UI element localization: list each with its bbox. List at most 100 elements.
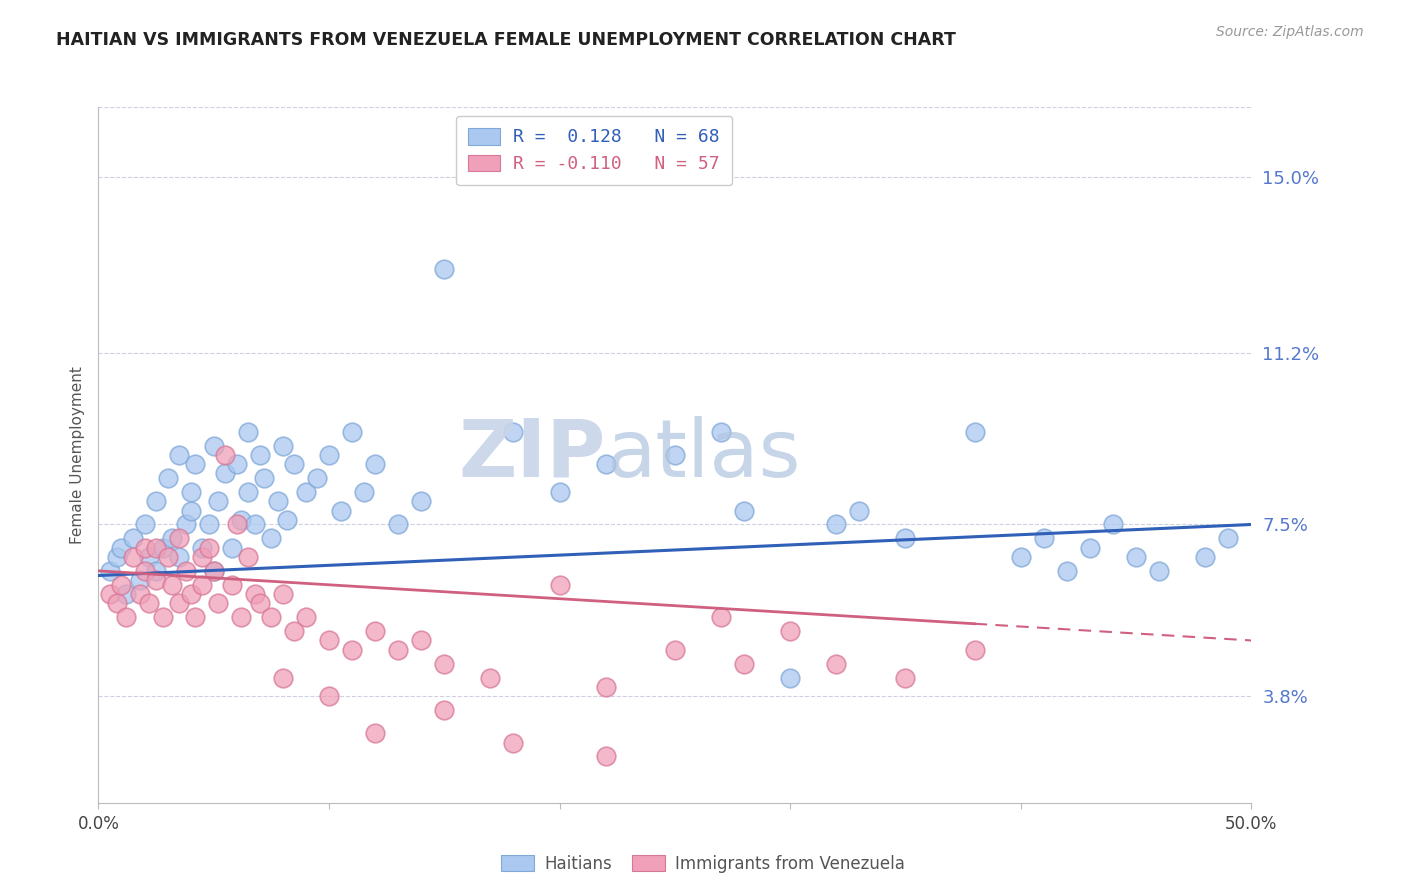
Point bbox=[238, 549, 260, 564]
Point bbox=[1010, 549, 1032, 564]
Point bbox=[167, 532, 190, 546]
Point bbox=[548, 578, 571, 592]
Text: HAITIAN VS IMMIGRANTS FROM VENEZUELA FEMALE UNEMPLOYMENT CORRELATION CHART: HAITIAN VS IMMIGRANTS FROM VENEZUELA FEM… bbox=[56, 31, 956, 49]
Point bbox=[129, 587, 152, 601]
Point bbox=[202, 564, 225, 578]
Point bbox=[207, 494, 229, 508]
Point bbox=[502, 425, 524, 439]
Point bbox=[225, 457, 247, 471]
Point bbox=[329, 503, 352, 517]
Point bbox=[221, 578, 243, 592]
Point bbox=[825, 657, 848, 671]
Point bbox=[202, 439, 225, 453]
Point bbox=[134, 541, 156, 555]
Point bbox=[271, 439, 294, 453]
Point bbox=[180, 485, 202, 500]
Point bbox=[231, 513, 253, 527]
Text: ZIP: ZIP bbox=[458, 416, 606, 494]
Point bbox=[253, 471, 276, 485]
Point bbox=[198, 517, 221, 532]
Point bbox=[156, 549, 179, 564]
Point bbox=[98, 587, 121, 601]
Point bbox=[963, 642, 986, 657]
Legend: R =  0.128   N = 68, R = -0.110   N = 57: R = 0.128 N = 68, R = -0.110 N = 57 bbox=[456, 116, 733, 186]
Point bbox=[283, 624, 305, 639]
Point bbox=[238, 485, 260, 500]
Point bbox=[225, 517, 247, 532]
Point bbox=[105, 549, 128, 564]
Point bbox=[364, 726, 387, 740]
Point bbox=[180, 503, 202, 517]
Point bbox=[340, 425, 363, 439]
Point bbox=[105, 596, 128, 610]
Point bbox=[479, 671, 502, 685]
Point bbox=[1147, 564, 1170, 578]
Point bbox=[202, 564, 225, 578]
Point bbox=[221, 541, 243, 555]
Point bbox=[129, 573, 152, 587]
Point bbox=[733, 503, 755, 517]
Point bbox=[238, 425, 260, 439]
Point bbox=[122, 549, 145, 564]
Point bbox=[411, 494, 433, 508]
Point bbox=[318, 633, 340, 648]
Point bbox=[260, 532, 283, 546]
Point bbox=[307, 471, 329, 485]
Point bbox=[184, 457, 207, 471]
Point bbox=[295, 610, 318, 624]
Point bbox=[260, 610, 283, 624]
Point bbox=[110, 541, 132, 555]
Point bbox=[174, 564, 197, 578]
Text: atlas: atlas bbox=[606, 416, 800, 494]
Point bbox=[595, 749, 617, 764]
Point bbox=[214, 448, 236, 462]
Point bbox=[145, 573, 167, 587]
Point bbox=[733, 657, 755, 671]
Legend: Haitians, Immigrants from Venezuela: Haitians, Immigrants from Venezuela bbox=[494, 848, 912, 880]
Point bbox=[502, 735, 524, 749]
Point bbox=[145, 541, 167, 555]
Point bbox=[548, 485, 571, 500]
Point bbox=[134, 517, 156, 532]
Point bbox=[267, 494, 290, 508]
Point bbox=[115, 587, 138, 601]
Point bbox=[779, 671, 801, 685]
Point bbox=[198, 541, 221, 555]
Point bbox=[1032, 532, 1054, 546]
Point bbox=[271, 587, 294, 601]
Point bbox=[184, 610, 207, 624]
Point bbox=[848, 503, 870, 517]
Point bbox=[207, 596, 229, 610]
Point bbox=[214, 467, 236, 481]
Point bbox=[433, 262, 456, 277]
Point bbox=[318, 689, 340, 703]
Point bbox=[152, 541, 174, 555]
Point bbox=[276, 513, 298, 527]
Point bbox=[138, 549, 160, 564]
Point bbox=[249, 448, 271, 462]
Point bbox=[145, 494, 167, 508]
Point bbox=[245, 517, 267, 532]
Point bbox=[167, 596, 190, 610]
Point bbox=[595, 457, 617, 471]
Point bbox=[110, 578, 132, 592]
Point bbox=[1056, 564, 1078, 578]
Point bbox=[364, 457, 387, 471]
Point bbox=[664, 642, 686, 657]
Point bbox=[411, 633, 433, 648]
Point bbox=[191, 549, 214, 564]
Point bbox=[364, 624, 387, 639]
Point bbox=[295, 485, 318, 500]
Point bbox=[145, 564, 167, 578]
Point bbox=[167, 448, 190, 462]
Point bbox=[156, 471, 179, 485]
Point bbox=[353, 485, 375, 500]
Point bbox=[1218, 532, 1240, 546]
Point bbox=[387, 517, 409, 532]
Point bbox=[1125, 549, 1147, 564]
Point bbox=[318, 448, 340, 462]
Point bbox=[894, 671, 917, 685]
Point bbox=[1078, 541, 1101, 555]
Point bbox=[1102, 517, 1125, 532]
Point bbox=[825, 517, 848, 532]
